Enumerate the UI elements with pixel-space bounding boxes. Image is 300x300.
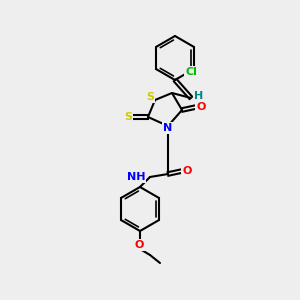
Text: N: N	[164, 123, 172, 133]
Text: O: O	[196, 102, 206, 112]
Text: Cl: Cl	[185, 67, 197, 77]
Text: O: O	[182, 166, 192, 176]
Text: H: H	[194, 91, 204, 101]
Text: NH: NH	[127, 172, 145, 182]
Text: S: S	[124, 112, 132, 122]
Text: O: O	[134, 240, 144, 250]
Text: S: S	[146, 92, 154, 102]
